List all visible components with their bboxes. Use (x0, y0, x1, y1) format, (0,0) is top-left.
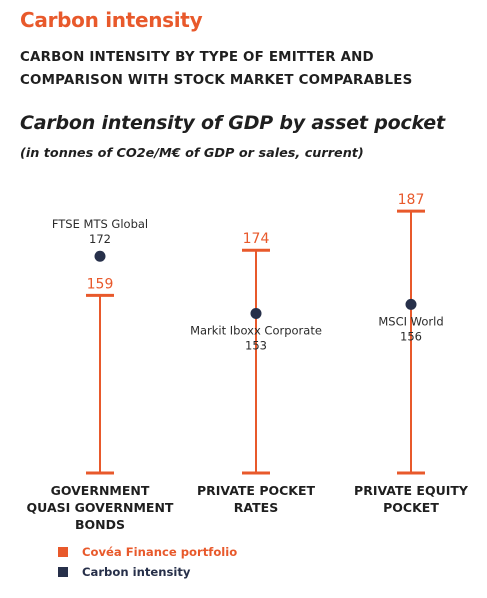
portfolio-value-label: 174 (243, 231, 270, 247)
chart-legend: Covéa Finance portfolio Carbon intensity (58, 542, 237, 582)
benchmark-name-label: Markit Iboxx Corporate (190, 323, 322, 337)
legend-swatch-benchmark (58, 567, 68, 577)
subtitle-line-2: COMPARISON WITH STOCK MARKET COMPARABLES (20, 73, 413, 88)
portfolio-value-label: 159 (87, 276, 114, 292)
legend-label-portfolio: Covéa Finance portfolio (82, 545, 238, 559)
benchmark-name-label: FTSE MTS Global (52, 217, 148, 231)
legend-item-benchmark: Carbon intensity (58, 562, 237, 582)
legend-label-benchmark: Carbon intensity (82, 565, 191, 579)
page-subtitle: CARBON INTENSITY BY TYPE OF EMITTER AND … (20, 46, 480, 92)
category-label: POCKET (383, 500, 439, 515)
subtitle-line-1: CARBON INTENSITY BY TYPE OF EMITTER AND (20, 50, 374, 65)
legend-swatch-portfolio (58, 547, 68, 557)
chart-subtitle: (in tonnes of CO2e/M€ of GDP or sales, c… (20, 146, 364, 161)
page-title: Carbon intensity (20, 8, 203, 32)
benchmark-value-label: 156 (400, 329, 422, 343)
benchmark-dot (405, 298, 417, 310)
category-label: GOVERNMENT (51, 483, 150, 498)
category-label: PRIVATE POCKET (197, 483, 316, 498)
category-label: PRIVATE EQUITY (354, 483, 469, 498)
legend-item-portfolio: Covéa Finance portfolio (58, 542, 237, 562)
chart-title: Carbon intensity of GDP by asset pocket (20, 112, 445, 134)
benchmark-name-label: MSCI World (378, 314, 443, 328)
category-label: RATES (234, 500, 278, 515)
benchmark-dot (94, 250, 106, 262)
portfolio-value-label: 187 (398, 192, 425, 208)
benchmark-value-label: 153 (245, 338, 267, 352)
category-label: QUASI GOVERNMENT (27, 500, 174, 515)
benchmark-value-label: 172 (89, 232, 111, 246)
benchmark-dot (250, 307, 262, 319)
category-label: BONDS (75, 517, 125, 532)
